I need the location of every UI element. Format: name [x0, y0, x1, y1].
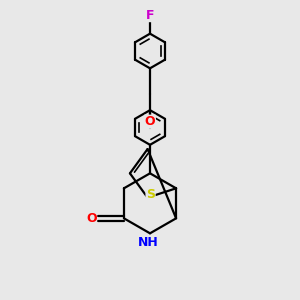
Text: S: S	[146, 188, 155, 201]
Text: NH: NH	[138, 236, 159, 249]
Text: O: O	[86, 212, 97, 225]
Text: F: F	[146, 9, 154, 22]
Text: O: O	[145, 115, 155, 128]
